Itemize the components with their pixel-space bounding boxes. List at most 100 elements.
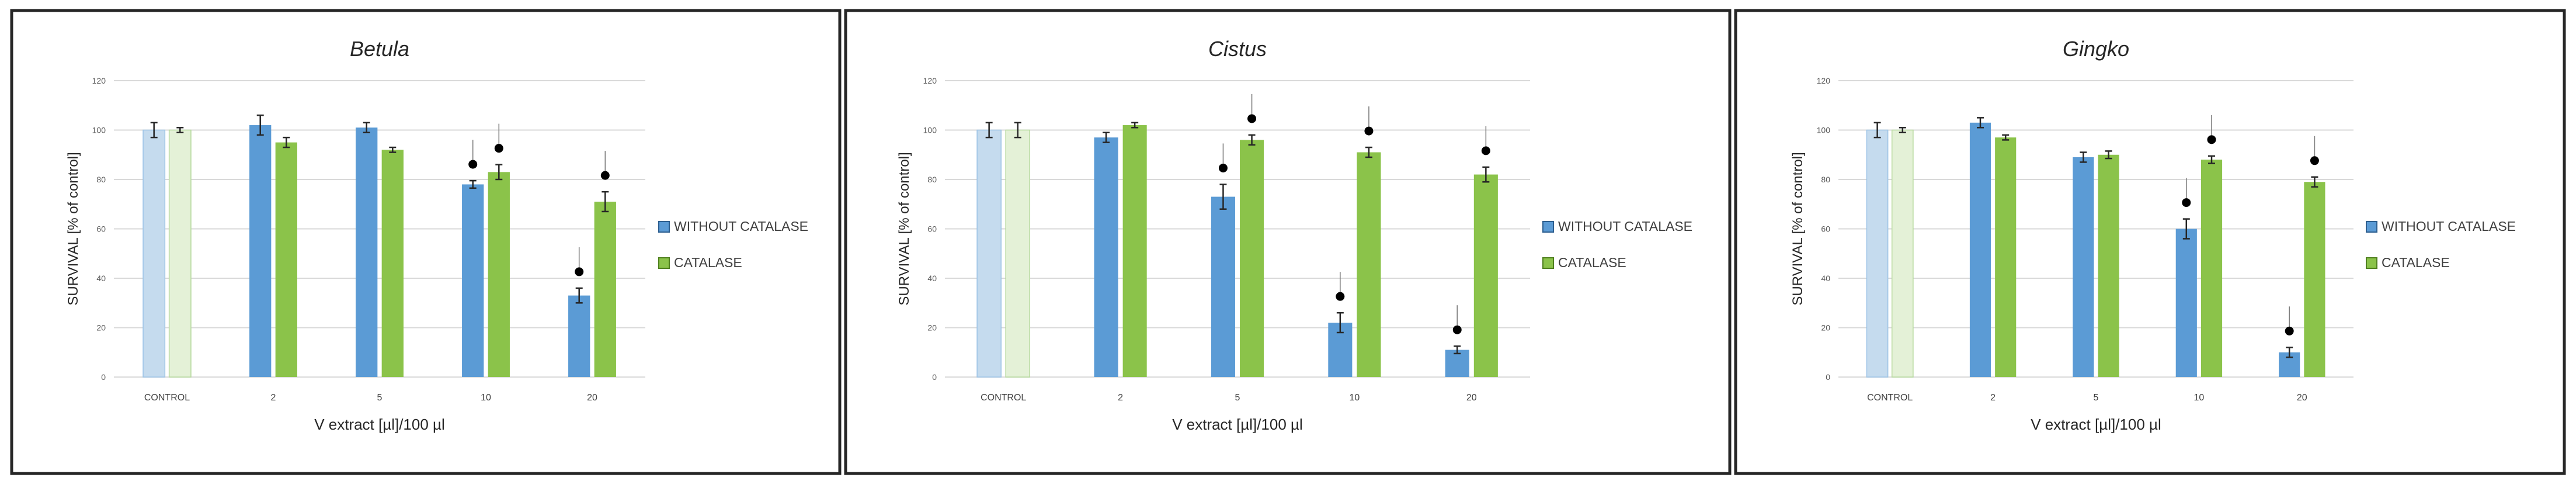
bar-catalase-20 xyxy=(594,202,616,377)
bar-without-catalase-5 xyxy=(2073,157,2094,377)
significance-dot xyxy=(1247,114,1257,123)
y-tick-label: 60 xyxy=(96,224,106,234)
x-axis-label: V extract [µl]/100 µl xyxy=(314,416,445,433)
significance-dot xyxy=(468,160,478,169)
legend-swatch-without-catalase xyxy=(658,221,670,233)
bar-without-catalase-20 xyxy=(568,295,590,377)
panel-title: Gingko xyxy=(2063,37,2129,61)
y-tick-label: 100 xyxy=(923,126,937,135)
legend-label: WITHOUT CATALASE xyxy=(2382,219,2516,234)
bar-without-catalase-control xyxy=(976,129,1002,378)
legend-label: CATALASE xyxy=(674,255,742,270)
x-axis-label: V extract [µl]/100 µl xyxy=(2031,416,2161,433)
x-tick-label: 2 xyxy=(271,393,276,403)
y-tick-label: 20 xyxy=(96,323,106,333)
x-tick-label: 10 xyxy=(481,393,491,403)
bar-catalase-5 xyxy=(381,150,404,377)
bar-without-catalase-10 xyxy=(462,184,484,377)
bar-catalase-2 xyxy=(275,142,297,377)
y-tick-label: 60 xyxy=(927,224,937,234)
bar-without-catalase-control xyxy=(1866,129,1889,378)
y-tick-label: 80 xyxy=(1821,175,1830,184)
y-tick-label: 20 xyxy=(1821,323,1830,333)
x-tick-label: CONTROL xyxy=(981,393,1026,403)
panel-frame xyxy=(844,9,1732,475)
significance-dot xyxy=(2285,326,2294,336)
bar-catalase-20 xyxy=(2304,182,2325,377)
y-tick-label: 80 xyxy=(96,175,106,184)
y-tick-label: 40 xyxy=(1821,274,1830,283)
bar-catalase-5 xyxy=(2098,154,2119,377)
legend-swatch-without-catalase xyxy=(1542,221,1554,233)
significance-dot xyxy=(1452,325,1462,334)
x-tick-label: 20 xyxy=(587,393,597,403)
significance-dot xyxy=(1336,292,1345,301)
bar-without-catalase-2 xyxy=(1969,122,1991,377)
legend-label: CATALASE xyxy=(1558,255,1626,270)
bar-catalase-control xyxy=(1005,129,1031,378)
y-tick-label: 60 xyxy=(1821,224,1830,234)
y-tick-label: 100 xyxy=(1817,126,1831,135)
significance-dot xyxy=(2207,135,2216,144)
legend-label: CATALASE xyxy=(2382,255,2450,270)
panel-frame xyxy=(1734,9,2566,475)
y-tick-label: 100 xyxy=(92,126,106,135)
x-tick-label: CONTROL xyxy=(1867,393,1913,403)
x-tick-label: 5 xyxy=(1235,393,1240,403)
bar-catalase-10 xyxy=(488,172,510,377)
panel-title: Betula xyxy=(350,37,409,61)
significance-dot xyxy=(1218,163,1228,172)
panel-frame xyxy=(10,9,842,475)
legend-swatch-catalase xyxy=(1542,257,1554,269)
x-tick-label: 20 xyxy=(1466,393,1477,403)
bar-catalase-10 xyxy=(2200,160,2223,377)
x-tick-label: 20 xyxy=(2297,393,2307,403)
y-tick-label: 20 xyxy=(927,323,937,333)
y-tick-label: 40 xyxy=(96,274,106,283)
y-tick-label: 120 xyxy=(1817,76,1831,85)
significance-dot xyxy=(494,144,503,153)
bar-catalase-control xyxy=(1891,129,1914,378)
significance-dot xyxy=(1481,146,1490,155)
chart-panel-3: 0 20 40 60 80 100 120 CONTROL 2 5 10 20 Gingko V extr… xyxy=(1734,9,2566,475)
bar-without-catalase-20 xyxy=(1445,350,1469,377)
chart-panel-2: 0 20 40 60 80 100 120 CONTROL 2 5 10 20 Cistus V extr… xyxy=(844,9,1732,475)
significance-dot xyxy=(575,267,584,276)
bar-without-catalase-5 xyxy=(356,127,378,377)
x-axis-label: V extract [µl]/100 µl xyxy=(1172,416,1303,433)
y-axis-label: SURVIVAL [% of control] xyxy=(1790,152,1806,305)
legend-swatch-catalase xyxy=(658,257,670,269)
x-tick-label: 10 xyxy=(1350,393,1360,403)
significance-dot xyxy=(2182,198,2191,208)
x-tick-label: CONTROL xyxy=(144,393,190,403)
x-tick-label: 5 xyxy=(2094,393,2099,403)
y-tick-label: 0 xyxy=(932,372,937,382)
bar-without-catalase-5 xyxy=(1211,196,1235,377)
bar-catalase-5 xyxy=(1240,140,1264,377)
x-tick-label: 2 xyxy=(1990,393,1996,403)
y-tick-label: 0 xyxy=(1826,372,1830,382)
chart-panel-1: 0 20 40 60 80 100 120 CONTROL 2 5 10 20 Betula V extr… xyxy=(10,9,842,475)
y-tick-label: 120 xyxy=(923,76,937,85)
bar-without-catalase-10 xyxy=(2175,229,2197,377)
bar-catalase-20 xyxy=(1473,174,1498,377)
significance-dot xyxy=(600,171,610,180)
bar-without-catalase-control xyxy=(142,129,166,378)
x-tick-label: 5 xyxy=(377,393,383,403)
x-tick-label: 10 xyxy=(2194,393,2205,403)
legend-label: WITHOUT CATALASE xyxy=(674,219,808,234)
bar-without-catalase-2 xyxy=(1094,137,1118,378)
legend-swatch-catalase xyxy=(2366,257,2377,269)
y-tick-label: 80 xyxy=(927,175,937,184)
panel-title: Cistus xyxy=(1208,37,1267,61)
legend-label: WITHOUT CATALASE xyxy=(1558,219,1692,234)
bar-catalase-control xyxy=(168,129,192,378)
y-tick-label: 120 xyxy=(92,76,106,85)
bar-catalase-2 xyxy=(1122,125,1147,378)
y-axis-label: SURVIVAL [% of control] xyxy=(896,152,912,305)
bar-catalase-2 xyxy=(1995,137,2017,378)
y-tick-label: 40 xyxy=(927,274,937,283)
bar-catalase-10 xyxy=(1357,152,1381,377)
